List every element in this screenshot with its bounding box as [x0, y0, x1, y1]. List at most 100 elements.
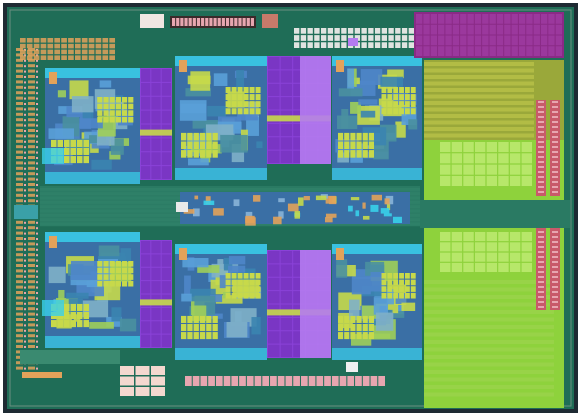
core-l1-cache — [362, 141, 368, 150]
l3-tag-cell — [511, 46, 518, 56]
top-pad-array — [109, 38, 115, 43]
core-l1-cache — [255, 292, 261, 299]
l2-cache-bank — [268, 97, 280, 110]
bottom-pad-cell — [192, 376, 200, 386]
l3-tag-cell — [474, 46, 482, 56]
io-pad — [16, 156, 23, 159]
top-bus-array — [320, 35, 327, 41]
core-logic-block — [246, 116, 259, 136]
l3-io-pad — [552, 176, 558, 178]
io-pad-dot — [24, 184, 26, 186]
top-bus-array — [368, 28, 374, 34]
io-pad — [28, 183, 35, 186]
core-logic-block — [185, 88, 211, 97]
l2-cache-bank — [268, 264, 280, 277]
top-bus-array — [374, 28, 381, 34]
l2-cache-bank — [280, 291, 293, 304]
io-pad-dot — [36, 238, 38, 240]
l3-io-pad — [538, 156, 544, 158]
core-l1-cache — [199, 332, 206, 340]
io-pad-dot — [36, 248, 38, 251]
core-l1-cache — [77, 139, 83, 147]
uncore-cell — [384, 198, 390, 205]
top-pad-array — [81, 43, 88, 49]
bottom-pad-cell — [316, 376, 324, 386]
l2-cache-bank — [268, 83, 280, 97]
core-l1-cache — [97, 110, 103, 116]
io-pad — [28, 69, 35, 73]
top-pad-array — [68, 38, 74, 43]
l2-cache-bank — [161, 166, 171, 179]
bottom-pad-cell — [300, 376, 308, 386]
core-l1-cache — [393, 108, 399, 115]
l3-tag-cell — [452, 46, 460, 56]
l3-io-pad — [538, 181, 544, 183]
core-l1-cache — [128, 267, 134, 274]
core-l1-cache — [225, 101, 231, 108]
io-pad-dot — [36, 340, 38, 343]
die-frame — [9, 9, 572, 407]
core-l1-cache — [103, 261, 109, 267]
core-cyan-strip — [332, 244, 422, 254]
l3-tag-cell — [489, 14, 496, 24]
core-logic-block — [66, 292, 89, 299]
l3-io-pad — [552, 276, 558, 278]
top-bus-array — [395, 35, 401, 41]
l3-subarray — [509, 242, 521, 252]
l3-row — [424, 302, 554, 307]
top-pad-cell — [213, 18, 217, 26]
io-pad-dot — [24, 254, 26, 257]
core-l1-cache — [249, 94, 255, 101]
bottom-pad-cell — [270, 376, 277, 386]
l2-cache-bank — [293, 70, 305, 83]
core-l1-cache — [83, 320, 89, 328]
io-pad-ring — [14, 14, 414, 396]
io-pad-dot — [24, 324, 26, 327]
io-pad-dot — [24, 319, 26, 321]
l3-tag-cell — [430, 35, 438, 46]
uncore-cell — [278, 198, 285, 203]
core-logic-block — [373, 141, 389, 160]
top-pad-array — [68, 43, 74, 49]
core-l1-cache — [255, 87, 261, 94]
core-l1-cache — [225, 279, 231, 286]
l3-tag-cell — [438, 35, 445, 46]
l3-row — [424, 88, 534, 92]
l2-cache-bank — [268, 137, 280, 150]
l3-subarray — [509, 142, 521, 153]
top-bus-array — [388, 42, 394, 48]
io-pad-dot — [24, 59, 26, 62]
io-pad — [28, 48, 35, 51]
io-pad — [28, 166, 35, 170]
core-l1-cache — [368, 141, 374, 150]
bottom-left-logic — [20, 350, 120, 364]
top-bus-array — [401, 42, 408, 48]
core-logic-block — [179, 100, 207, 121]
io-pad — [16, 183, 23, 186]
core-l1-cache — [387, 108, 393, 115]
io-pad — [28, 339, 35, 343]
core-logic-block — [337, 115, 358, 130]
core-logic-block — [395, 121, 406, 138]
io-pad — [16, 53, 23, 57]
top-marker — [262, 14, 278, 28]
top-pad-cell — [192, 18, 196, 26]
top-bus-array — [368, 42, 374, 48]
top-pad-array — [26, 55, 33, 60]
l3-row — [424, 392, 554, 397]
io-pad-dot — [24, 140, 26, 143]
io-pad — [16, 150, 23, 154]
core-l1-cache — [181, 332, 187, 340]
core-l1-cache — [121, 267, 128, 274]
io-pad — [16, 247, 23, 251]
top-pad-cell — [201, 18, 205, 26]
top-pad-array — [61, 43, 67, 49]
core-l1-cache — [393, 273, 399, 279]
l2-cache-bank — [151, 82, 161, 96]
core-l1-cache — [387, 87, 393, 94]
io-pad — [16, 188, 23, 192]
core-logic-block — [375, 312, 394, 331]
l3-io-pad — [538, 296, 544, 298]
core-l1-cache — [237, 94, 243, 101]
core-l1-cache — [115, 103, 121, 110]
